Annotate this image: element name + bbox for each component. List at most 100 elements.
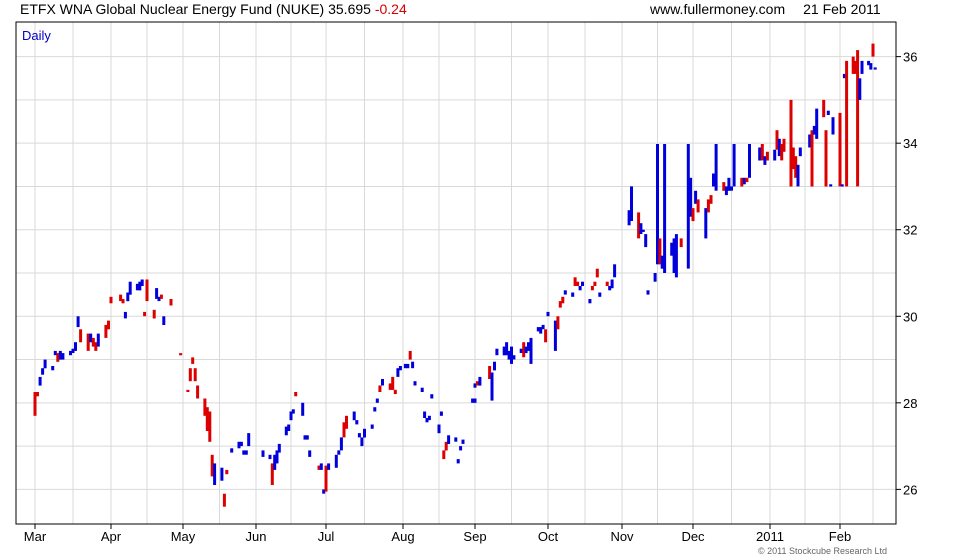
price-bar [845, 60, 849, 187]
price-bar [155, 288, 159, 299]
price-bar [871, 43, 875, 57]
price-bar [413, 381, 417, 386]
price-bar [430, 394, 434, 399]
price-bar [337, 450, 341, 455]
price-bars [33, 43, 877, 507]
website-link[interactable]: www.fullermoney.com [650, 1, 786, 17]
price-bar [722, 182, 726, 191]
price-bar [439, 411, 443, 416]
header-source: www.fullermoney.com 21 Feb 2011 [650, 1, 881, 17]
price-bar [502, 346, 506, 356]
y-tick-label: 36 [903, 50, 917, 65]
price-bar [704, 208, 708, 239]
price-bar [595, 268, 599, 278]
price-bar [851, 56, 855, 74]
price-bar [660, 255, 664, 269]
price-bar [519, 348, 523, 353]
price-bar [381, 379, 384, 386]
price-bar [89, 333, 93, 343]
price-bar [461, 439, 465, 444]
price-bar [658, 238, 662, 265]
price-bar [706, 199, 710, 213]
price-bar [760, 144, 764, 161]
price-bar [473, 398, 477, 403]
price-bar [656, 144, 659, 265]
price-bar [610, 279, 614, 289]
price-bar [815, 108, 819, 139]
price-bar [138, 281, 142, 291]
price-bar [188, 368, 192, 382]
price-bar [268, 454, 272, 460]
price-bar [573, 277, 577, 286]
price-bar [840, 184, 844, 187]
price-bar [598, 292, 602, 297]
price-bar [408, 350, 412, 360]
price-bar [270, 463, 274, 485]
price-bar [563, 290, 567, 295]
price-bar [522, 342, 526, 358]
price-bar [36, 392, 39, 397]
price-bar [107, 320, 110, 330]
price-bar [773, 149, 777, 161]
price-bar [829, 184, 833, 187]
price-bar [822, 99, 826, 118]
price-bar [121, 299, 125, 304]
price-bar [398, 366, 402, 371]
price-bar [76, 316, 80, 328]
price-bar [327, 463, 331, 470]
price-bar [808, 134, 812, 148]
price-bar [442, 450, 446, 460]
price-bar [159, 294, 163, 299]
price-bar [357, 433, 361, 438]
as-of-date: 21 Feb 2011 [803, 1, 881, 17]
price-bar [696, 199, 700, 213]
price-bar [590, 286, 594, 291]
price-bar [242, 450, 246, 455]
price-bar [456, 459, 460, 464]
price-bar [74, 342, 77, 351]
price-bar [794, 156, 798, 178]
price-bar [193, 368, 197, 382]
price-bar [798, 147, 802, 157]
price-bar [56, 353, 60, 362]
price-bar [842, 73, 846, 79]
price-bar [261, 450, 265, 457]
price-change: -0.24 [374, 1, 407, 17]
price-bar [796, 164, 800, 187]
price-bar [605, 281, 609, 286]
price-bar [789, 99, 793, 187]
price-bar [539, 327, 543, 334]
price-bar [220, 467, 224, 481]
price-bar [581, 281, 584, 286]
price-bar [627, 210, 631, 226]
price-bar [96, 333, 100, 347]
price-bar [119, 294, 123, 302]
price-bar [355, 420, 359, 425]
price-bar [478, 376, 482, 386]
price-bar [641, 229, 645, 232]
price-bar [524, 346, 528, 354]
price-bar [858, 78, 862, 100]
price-bar [512, 355, 516, 360]
price-bar [284, 426, 288, 436]
price-bar [447, 435, 451, 444]
plot-frame [15, 21, 897, 525]
price-bar [157, 296, 161, 302]
x-tick-label: Oct [538, 529, 559, 544]
price-bar [291, 409, 295, 414]
price-bar [145, 279, 149, 302]
price-bar [373, 407, 377, 412]
price-bar [765, 151, 769, 161]
fund-name: ETFX WNA Global Nuclear Energy Fund (NUK… [20, 1, 325, 17]
price-bar [691, 208, 695, 222]
price-bar [714, 144, 718, 191]
price-bar [646, 290, 650, 295]
price-bar [709, 195, 713, 204]
price-bar [544, 329, 548, 343]
subtitle: Daily [22, 28, 51, 43]
price-bar [301, 402, 305, 416]
price-bar [393, 389, 397, 395]
price-bar [237, 441, 241, 449]
price-bar [51, 366, 55, 371]
price-bar [303, 435, 307, 440]
